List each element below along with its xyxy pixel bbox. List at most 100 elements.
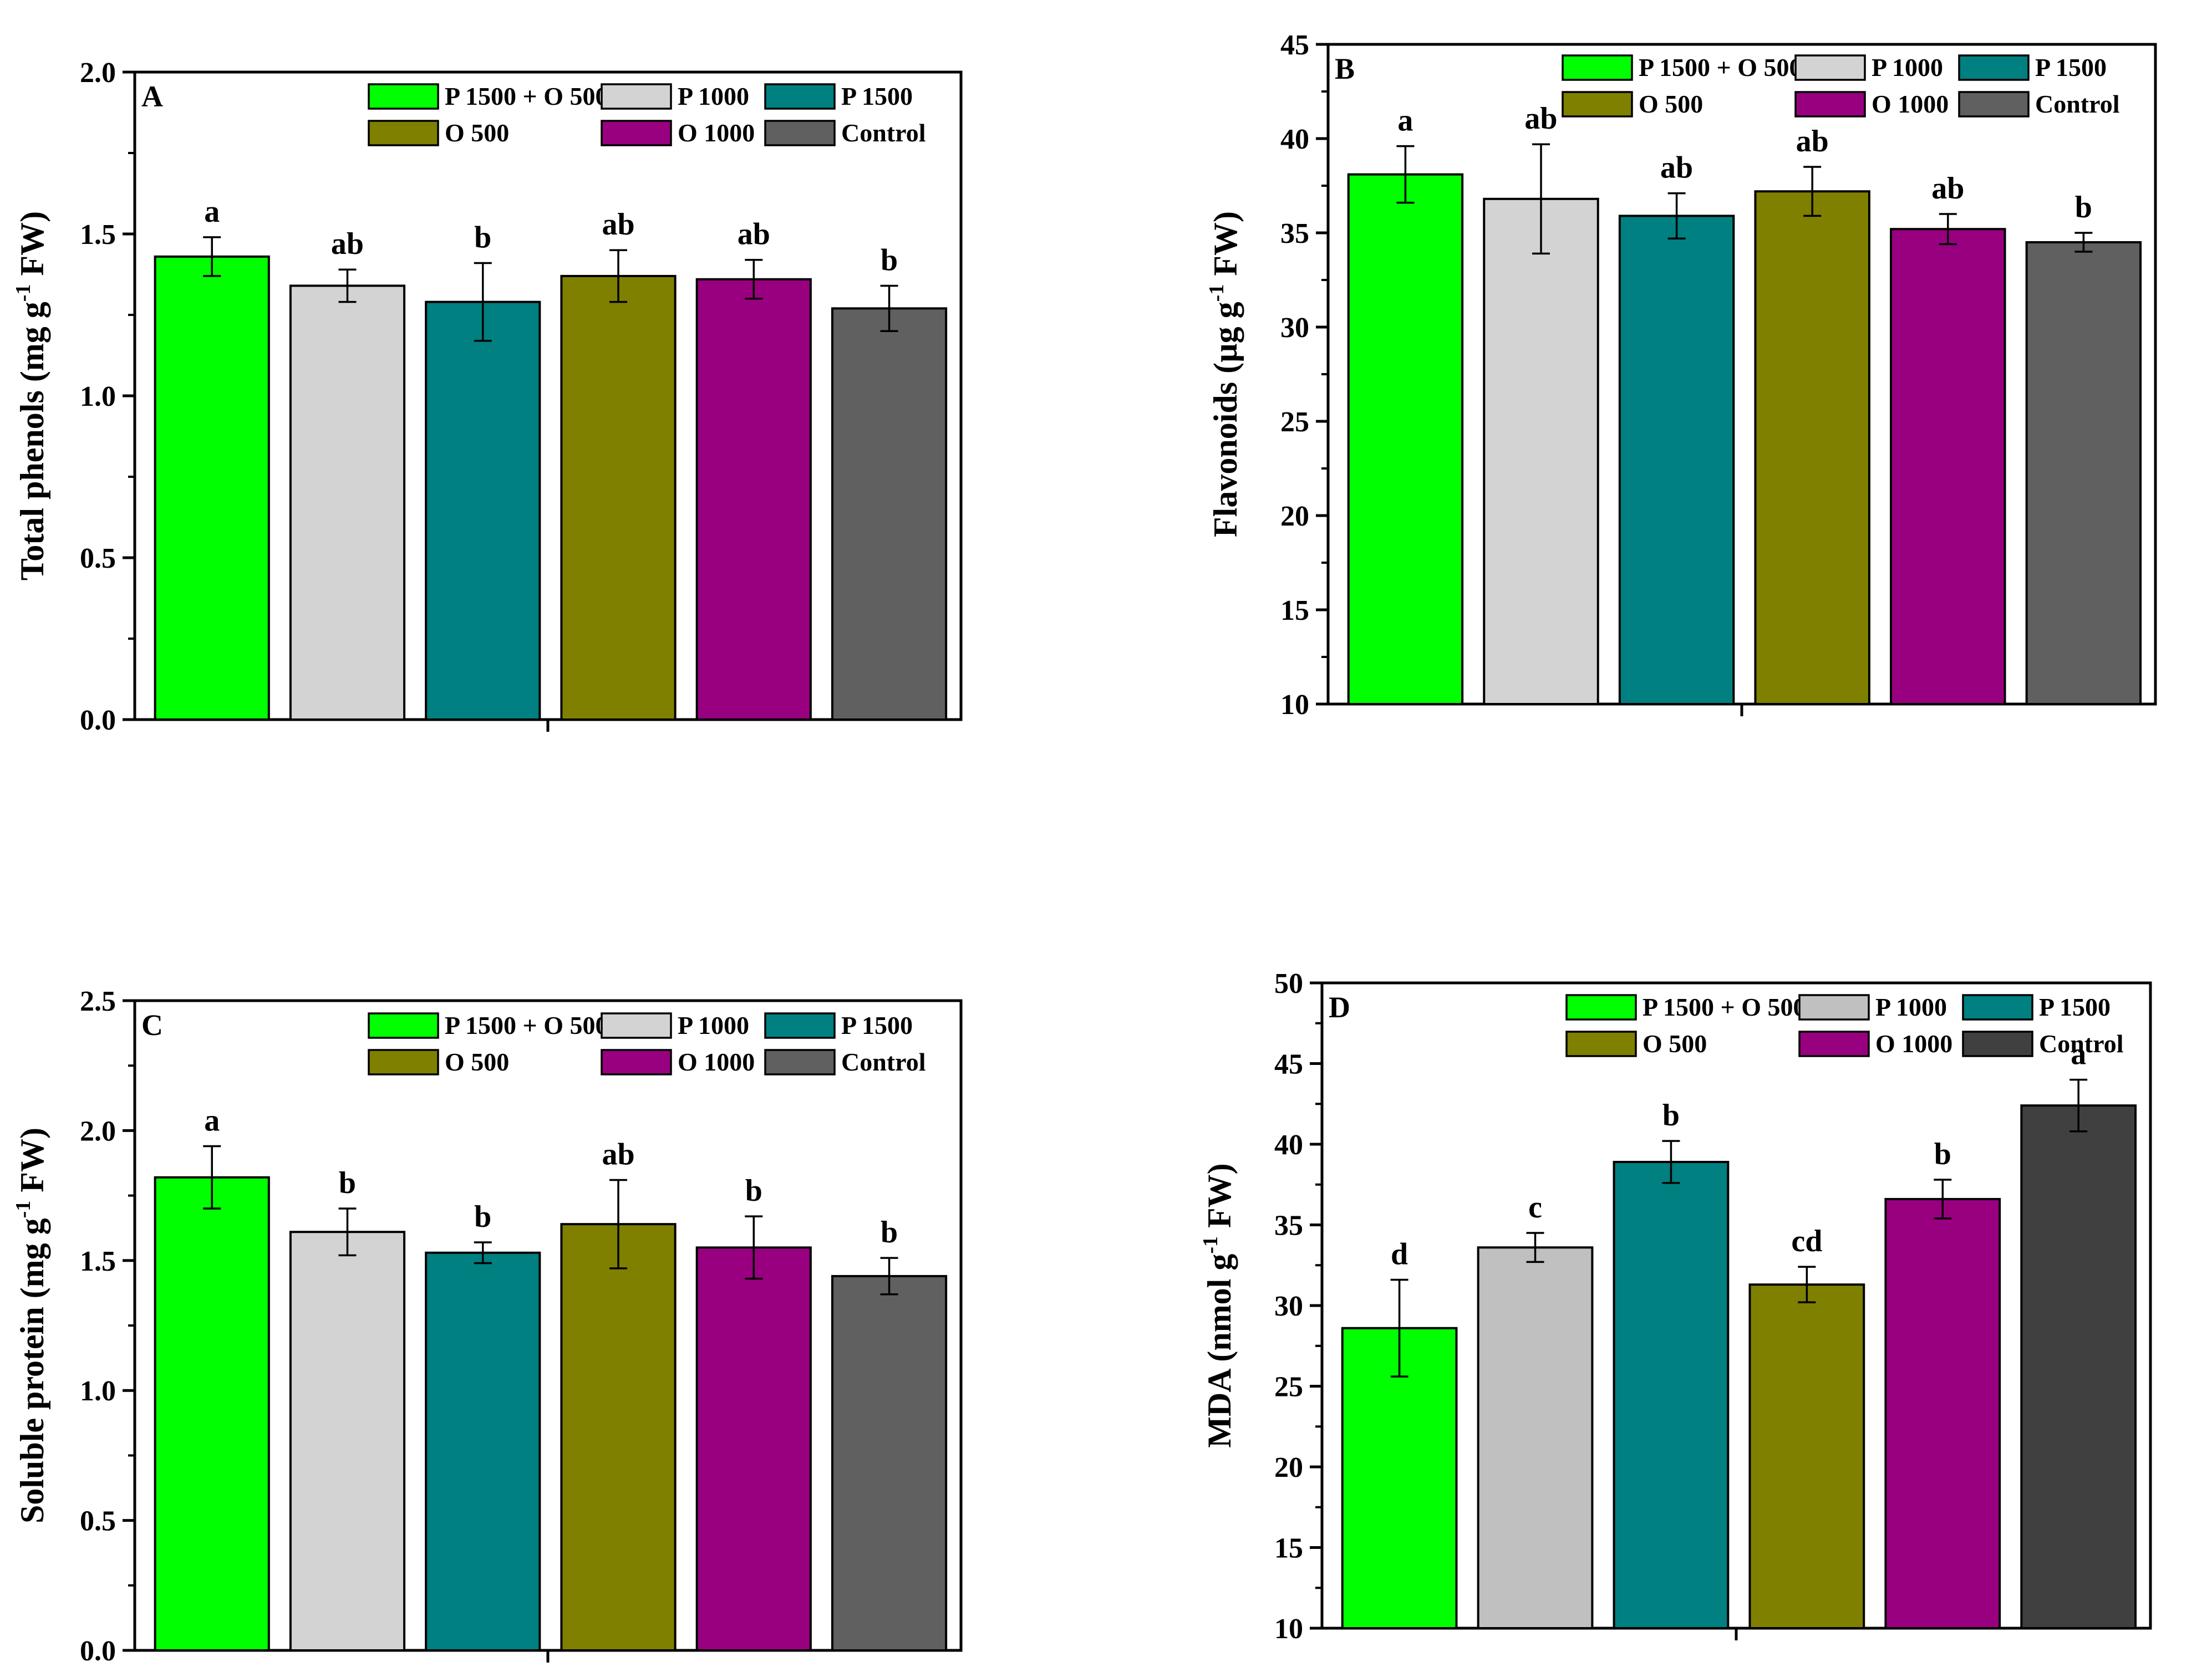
bar <box>831 307 948 721</box>
panel-d: 10 15 20 25 30 35 40 45 50 MDA (nmol g-1 FW) Dd c b c… <box>1199 968 2152 1645</box>
bar-group: b <box>289 1166 406 1651</box>
y-tick-label: 0.0 <box>80 1635 116 1667</box>
bar <box>560 274 677 721</box>
significance-letter: b <box>339 1166 356 1200</box>
significance-letter: b <box>881 1215 898 1250</box>
legend-item: P 1500 <box>764 82 913 110</box>
y-tick-label: 0.5 <box>80 1506 116 1537</box>
legend-swatch <box>1562 91 1633 118</box>
legend: P 1500 + O 500 P 1000 P 1500 O 500 O 1000 Con… <box>1562 53 2120 118</box>
significance-letter: ab <box>602 1137 634 1171</box>
legend-item: Control <box>764 119 926 147</box>
legend-label: P 1500 <box>841 1011 913 1039</box>
legend-label: Control <box>2035 90 2120 118</box>
y-tick-label: 0.5 <box>80 543 116 574</box>
significance-letter: b <box>745 1174 762 1208</box>
legend-item: Control <box>1958 90 2120 118</box>
bar <box>289 1231 406 1651</box>
legend-item: P 1500 <box>1962 993 2111 1021</box>
bar <box>1748 1283 1865 1629</box>
legend-swatch <box>1565 1031 1637 1057</box>
bar <box>1613 1161 1730 1629</box>
panel-a: 0.0 0.5 1.0 1.5 2.0 Total phenols (mg g-1 FW)… <box>12 57 963 736</box>
panel-letter: A <box>141 80 163 113</box>
bar <box>1347 173 1464 706</box>
bar <box>1754 190 1870 705</box>
legend-label: O 1000 <box>678 119 755 147</box>
legend-label: Control <box>2039 1029 2124 1058</box>
legend-item: P 1000 <box>1794 53 1943 81</box>
legend-label: O 500 <box>1643 1029 1707 1058</box>
significance-letter: a <box>1397 104 1413 138</box>
y-tick-label: 45 <box>1280 29 1309 61</box>
legend-swatch <box>1958 91 2030 118</box>
legend-item: P 1500 <box>1958 53 2107 81</box>
panel-letter: B <box>1335 52 1355 85</box>
legend: P 1500 + O 500 P 1000 P 1500 O 500 O 1000 Con… <box>368 1011 926 1076</box>
bar-group: a <box>2020 1037 2137 1630</box>
legend-label: P 1500 + O 500 <box>445 1011 608 1039</box>
y-tick-label: 1.0 <box>80 1375 116 1407</box>
bar-group: b <box>1613 1098 1730 1629</box>
significance-letter: a <box>204 195 220 229</box>
legend-swatch <box>601 83 672 110</box>
legend-swatch <box>601 1049 672 1075</box>
y-tick-label: 40 <box>1274 1129 1303 1161</box>
bar-group: b <box>831 1215 948 1651</box>
bar-group: b <box>831 243 948 721</box>
significance-letter: ab <box>602 207 634 242</box>
bar-group: b <box>2025 190 2142 705</box>
legend-label: O 500 <box>445 119 509 147</box>
legend-label: Control <box>841 119 926 147</box>
y-axis-title: Total phenols (mg g-1 FW) <box>12 211 50 580</box>
bar-group: b <box>1884 1137 2001 1629</box>
significance-letter: b <box>474 1200 491 1234</box>
legend-item: P 1500 + O 500 <box>1562 53 1802 81</box>
bar <box>425 300 541 721</box>
legend-swatch <box>764 120 836 146</box>
legend-label: O 500 <box>445 1048 509 1076</box>
bar-group: cd <box>1748 1224 1865 1629</box>
legend-item: Control <box>764 1048 926 1076</box>
bar <box>695 278 812 721</box>
y-tick-label: 15 <box>1280 595 1309 626</box>
legend-swatch <box>1958 54 2030 81</box>
y-tick-label: 2.0 <box>80 57 116 89</box>
legend-swatch <box>1798 994 1870 1021</box>
bar <box>2025 241 2142 705</box>
legend-swatch <box>601 120 672 146</box>
legend-item: P 1000 <box>1798 993 1947 1021</box>
panel-letter: D <box>1329 991 1350 1024</box>
bar <box>1884 1197 2001 1629</box>
bar <box>425 1251 541 1652</box>
bar-group: ab <box>289 227 406 721</box>
legend-item: O 1000 <box>601 119 755 147</box>
y-tick-label: 30 <box>1274 1291 1303 1322</box>
bar-group: a <box>1347 104 1464 706</box>
legend-item: P 1500 + O 500 <box>368 1011 608 1039</box>
bar-group: b <box>425 1200 541 1652</box>
y-tick-label: 45 <box>1274 1049 1303 1080</box>
legend-item: P 1500 + O 500 <box>1565 993 1806 1021</box>
significance-letter: c <box>1528 1190 1542 1225</box>
y-tick-label: 1.5 <box>80 1246 116 1277</box>
legend-item: O 1000 <box>1798 1029 1952 1058</box>
legend-label: P 1000 <box>1875 993 1947 1021</box>
legend-swatch <box>1565 994 1637 1021</box>
y-tick-label: 1.5 <box>80 219 116 251</box>
significance-letter: a <box>204 1104 220 1138</box>
y-tick-label: 15 <box>1274 1533 1303 1564</box>
legend-swatch <box>368 1049 439 1075</box>
legend-item: P 1000 <box>601 1011 749 1039</box>
legend-swatch <box>368 120 439 146</box>
legend-label: P 1500 + O 500 <box>1643 993 1806 1021</box>
legend-label: P 1000 <box>1872 53 1943 81</box>
y-tick-label: 30 <box>1280 312 1309 344</box>
y-tick-label: 35 <box>1274 1210 1303 1242</box>
bar <box>560 1223 677 1651</box>
legend-swatch <box>1962 1031 2033 1057</box>
bar-group: b <box>425 221 541 721</box>
significance-letter: b <box>2075 190 2092 225</box>
legend-item: O 500 <box>368 119 509 147</box>
